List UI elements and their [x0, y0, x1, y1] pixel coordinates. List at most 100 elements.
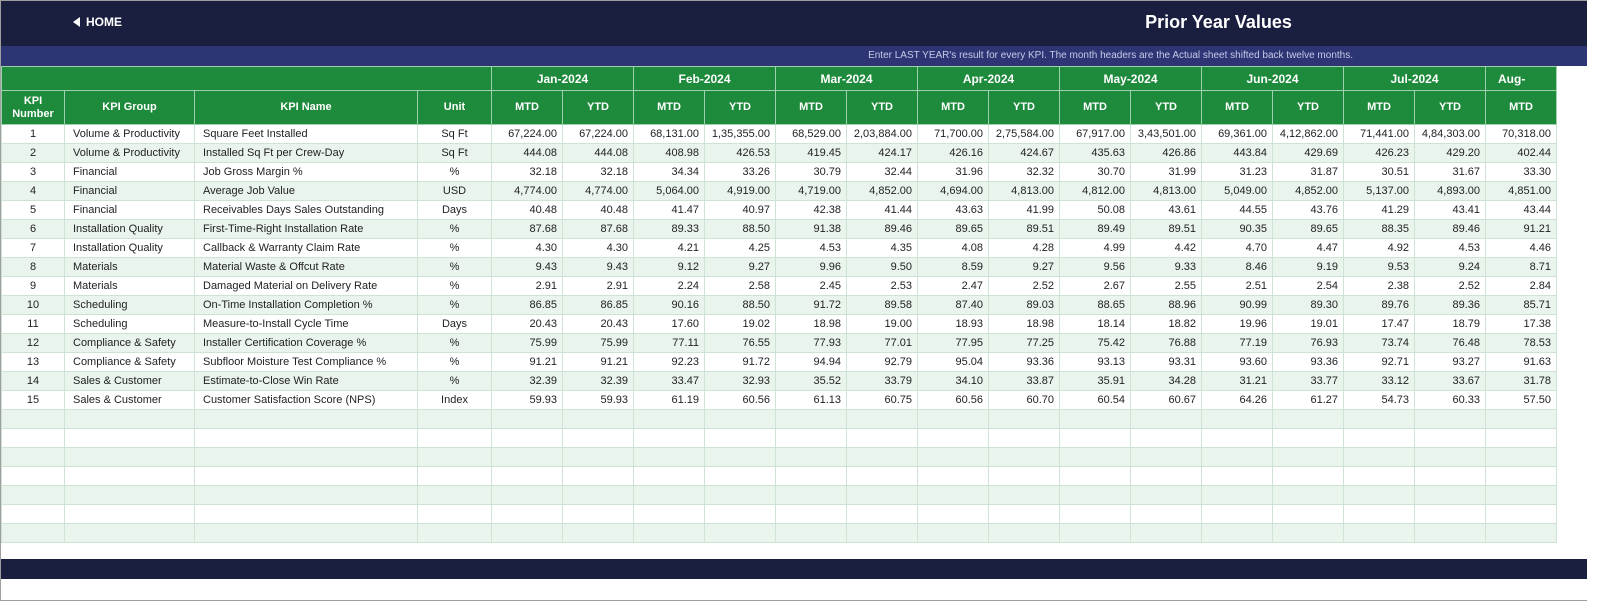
- kpi-group-cell[interactable]: Installation Quality: [64, 238, 195, 258]
- empty-cell[interactable]: [1130, 428, 1202, 448]
- empty-cell[interactable]: [846, 504, 918, 524]
- empty-cell[interactable]: [1485, 447, 1557, 467]
- ytd-value-cell[interactable]: 2.55: [1130, 276, 1202, 296]
- empty-cell[interactable]: [917, 466, 989, 486]
- empty-cell[interactable]: [775, 504, 847, 524]
- ytd-value-cell[interactable]: 32.18: [562, 162, 634, 182]
- ytd-value-cell[interactable]: 2.91: [562, 276, 634, 296]
- kpi-number-cell[interactable]: 12: [1, 333, 65, 353]
- mtd-value-cell[interactable]: 4.21: [633, 238, 705, 258]
- kpi-group-cell[interactable]: Installation Quality: [64, 219, 195, 239]
- unit-cell[interactable]: %: [417, 276, 492, 296]
- empty-cell[interactable]: [1059, 428, 1131, 448]
- mtd-value-cell[interactable]: 4,694.00: [917, 181, 989, 201]
- mtd-value-cell[interactable]: 91.72: [775, 295, 847, 315]
- ytd-value-cell[interactable]: 2.53: [846, 276, 918, 296]
- ytd-value-cell[interactable]: 32.32: [988, 162, 1060, 182]
- mtd-value-cell[interactable]: 8.46: [1201, 257, 1273, 277]
- mtd-value-cell[interactable]: 90.35: [1201, 219, 1273, 239]
- kpi-number-cell[interactable]: 13: [1, 352, 65, 372]
- empty-cell[interactable]: [988, 447, 1060, 467]
- mtd-value-cell[interactable]: 2.51: [1201, 276, 1273, 296]
- ytd-value-cell[interactable]: 2.54: [1272, 276, 1344, 296]
- ytd-value-cell[interactable]: 4.28: [988, 238, 1060, 258]
- unit-cell[interactable]: %: [417, 333, 492, 353]
- kpi-number-cell[interactable]: 3: [1, 162, 65, 182]
- empty-cell[interactable]: [846, 485, 918, 505]
- ytd-value-cell[interactable]: 77.25: [988, 333, 1060, 353]
- mtd-value-cell[interactable]: 9.56: [1059, 257, 1131, 277]
- empty-cell[interactable]: [917, 523, 989, 543]
- mtd-value-cell[interactable]: 70,318.00: [1485, 124, 1557, 144]
- kpi-name-cell[interactable]: Job Gross Margin %: [194, 162, 418, 182]
- ytd-value-cell[interactable]: 4.42: [1130, 238, 1202, 258]
- mtd-value-cell[interactable]: 4.53: [775, 238, 847, 258]
- kpi-group-cell[interactable]: Materials: [64, 257, 195, 277]
- ytd-value-cell[interactable]: 32.39: [562, 371, 634, 391]
- kpi-name-cell[interactable]: Square Feet Installed: [194, 124, 418, 144]
- empty-cell[interactable]: [64, 485, 195, 505]
- empty-cell[interactable]: [1130, 485, 1202, 505]
- empty-cell[interactable]: [633, 485, 705, 505]
- mtd-value-cell[interactable]: 90.16: [633, 295, 705, 315]
- empty-cell[interactable]: [562, 523, 634, 543]
- empty-cell[interactable]: [846, 523, 918, 543]
- mtd-value-cell[interactable]: 32.18: [491, 162, 563, 182]
- ytd-value-cell[interactable]: 4,919.00: [704, 181, 776, 201]
- mtd-value-cell[interactable]: 77.11: [633, 333, 705, 353]
- ytd-value-cell[interactable]: 33.79: [846, 371, 918, 391]
- kpi-group-cell[interactable]: Sales & Customer: [64, 390, 195, 410]
- ytd-value-cell[interactable]: 89.65: [1272, 219, 1344, 239]
- ytd-value-cell[interactable]: 1,35,355.00: [704, 124, 776, 144]
- empty-cell[interactable]: [491, 447, 563, 467]
- empty-cell[interactable]: [704, 523, 776, 543]
- kpi-number-cell[interactable]: 6: [1, 219, 65, 239]
- mtd-value-cell[interactable]: 426.23: [1343, 143, 1415, 163]
- mtd-value-cell[interactable]: 9.53: [1343, 257, 1415, 277]
- ytd-value-cell[interactable]: 40.97: [704, 200, 776, 220]
- ytd-value-cell[interactable]: 4,893.00: [1414, 181, 1486, 201]
- ytd-value-cell[interactable]: 18.98: [988, 314, 1060, 334]
- ytd-value-cell[interactable]: 88.96: [1130, 295, 1202, 315]
- mtd-value-cell[interactable]: 67,224.00: [491, 124, 563, 144]
- kpi-name-cell[interactable]: Damaged Material on Delivery Rate: [194, 276, 418, 296]
- ytd-value-cell[interactable]: 9.24: [1414, 257, 1486, 277]
- empty-cell[interactable]: [917, 485, 989, 505]
- empty-cell[interactable]: [917, 409, 989, 429]
- unit-cell[interactable]: %: [417, 257, 492, 277]
- ytd-value-cell[interactable]: 89.58: [846, 295, 918, 315]
- ytd-value-cell[interactable]: 4.30: [562, 238, 634, 258]
- empty-cell[interactable]: [1, 409, 65, 429]
- kpi-group-cell[interactable]: Volume & Productivity: [64, 124, 195, 144]
- empty-cell[interactable]: [1201, 485, 1273, 505]
- empty-cell[interactable]: [988, 428, 1060, 448]
- kpi-name-cell[interactable]: Subfloor Moisture Test Compliance %: [194, 352, 418, 372]
- empty-cell[interactable]: [775, 428, 847, 448]
- kpi-name-cell[interactable]: On-Time Installation Completion %: [194, 295, 418, 315]
- empty-cell[interactable]: [194, 447, 418, 467]
- ytd-value-cell[interactable]: 60.33: [1414, 390, 1486, 410]
- ytd-value-cell[interactable]: 89.51: [1130, 219, 1202, 239]
- kpi-group-cell[interactable]: Volume & Productivity: [64, 143, 195, 163]
- empty-cell[interactable]: [1343, 428, 1415, 448]
- mtd-value-cell[interactable]: 4.92: [1343, 238, 1415, 258]
- mtd-value-cell[interactable]: 41.47: [633, 200, 705, 220]
- ytd-value-cell[interactable]: 4,813.00: [988, 181, 1060, 201]
- empty-cell[interactable]: [194, 485, 418, 505]
- ytd-value-cell[interactable]: 92.79: [846, 352, 918, 372]
- ytd-value-cell[interactable]: 4,774.00: [562, 181, 634, 201]
- empty-cell[interactable]: [1201, 409, 1273, 429]
- mtd-value-cell[interactable]: 75.42: [1059, 333, 1131, 353]
- empty-cell[interactable]: [1343, 523, 1415, 543]
- mtd-value-cell[interactable]: 443.84: [1201, 143, 1273, 163]
- empty-cell[interactable]: [917, 428, 989, 448]
- ytd-value-cell[interactable]: 89.51: [988, 219, 1060, 239]
- ytd-value-cell[interactable]: 4,852.00: [1272, 181, 1344, 201]
- empty-cell[interactable]: [417, 409, 492, 429]
- empty-cell[interactable]: [846, 447, 918, 467]
- ytd-value-cell[interactable]: 67,224.00: [562, 124, 634, 144]
- kpi-name-cell[interactable]: Callback & Warranty Claim Rate: [194, 238, 418, 258]
- empty-cell[interactable]: [1414, 523, 1486, 543]
- mtd-value-cell[interactable]: 40.48: [491, 200, 563, 220]
- ytd-value-cell[interactable]: 89.46: [846, 219, 918, 239]
